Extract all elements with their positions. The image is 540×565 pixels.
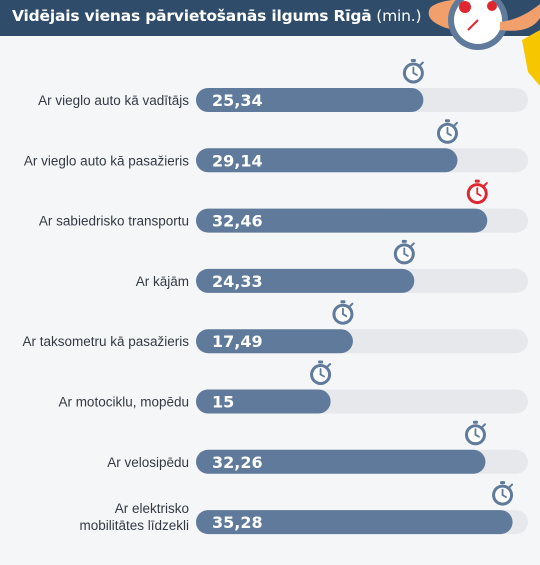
stopwatch-icon	[402, 59, 424, 84]
chart-title-unit: (min.)	[376, 7, 422, 25]
stopwatch-icon	[464, 420, 486, 446]
stopwatch-icon	[393, 239, 415, 265]
category-label: Ar vieglo auto kā pasažieris	[24, 153, 189, 168]
bar	[196, 329, 353, 354]
category-label-line: mobilitātes līdzekli	[79, 518, 189, 533]
category-label: Ar elektrisko mobilitātes līdzekli	[79, 501, 189, 533]
bar	[196, 510, 513, 535]
stopwatch-icon	[492, 481, 514, 506]
category-label-line: Ar elektrisko	[115, 501, 189, 516]
value-label: 35,28	[212, 513, 263, 532]
stopwatch-icon	[436, 119, 458, 144]
category-label: Ar vieglo auto kā vadītājs	[38, 93, 189, 108]
category-label: Ar taksometru kā pasažieris	[22, 334, 189, 349]
value-label: 24,33	[212, 272, 263, 291]
bar	[196, 389, 331, 414]
category-label: Ar kājām	[136, 274, 189, 289]
value-label: 25,34	[212, 91, 263, 110]
stopwatch-icon	[310, 360, 332, 385]
bar	[196, 88, 424, 112]
bar	[196, 208, 488, 233]
category-label: Ar velosipēdu	[107, 455, 189, 470]
stopwatch-icon	[466, 179, 488, 205]
chart-title-main: Vidējais vienas pārvietošanās ilgums Rīg…	[12, 7, 372, 25]
value-label: 32,46	[212, 212, 263, 231]
value-label: 32,26	[212, 453, 263, 472]
value-label: 17,49	[212, 332, 263, 351]
category-label: Ar motociklu, mopēdu	[58, 395, 189, 410]
category-label: Ar sabiedrisko transportu	[39, 214, 189, 229]
chart-title: Vidējais vienas pārvietošanās ilgums Rīg…	[12, 7, 422, 25]
bar	[196, 268, 415, 293]
bar	[196, 148, 458, 173]
bar	[196, 449, 486, 474]
value-label: 29,14	[212, 151, 263, 170]
stopwatch-icon	[332, 300, 354, 325]
value-label: 15	[212, 393, 234, 412]
